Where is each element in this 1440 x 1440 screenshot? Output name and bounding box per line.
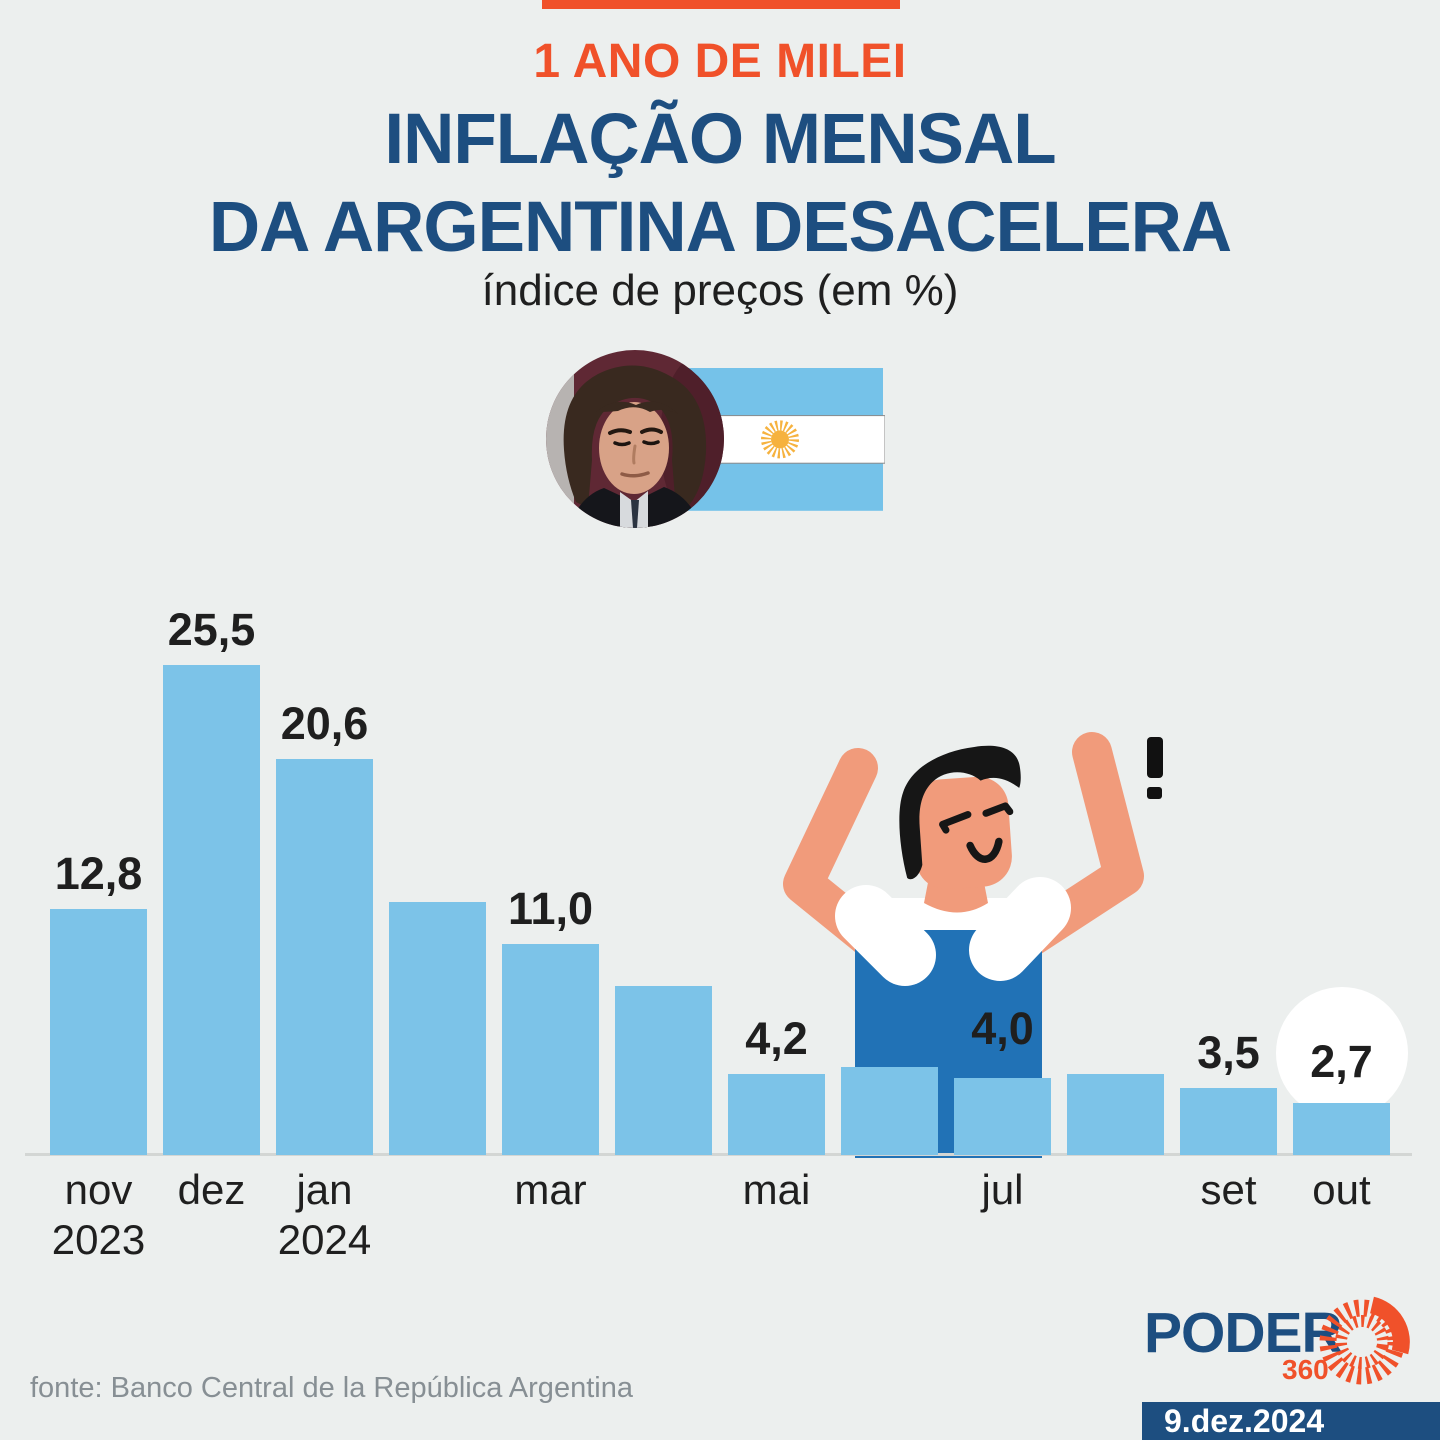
bar-jan bbox=[276, 759, 373, 1155]
bar-jul bbox=[954, 1078, 1051, 1155]
chart-subtitle: índice de preços (em %) bbox=[481, 266, 959, 315]
value-label-nov: 12,8 bbox=[54, 848, 143, 899]
month-label-nov: nov bbox=[64, 1166, 133, 1213]
exclamation-icon bbox=[1147, 737, 1163, 799]
hair bbox=[563, 365, 707, 510]
brand-360: 360 bbox=[1282, 1354, 1329, 1385]
month-label-jan: jan bbox=[296, 1166, 353, 1213]
date-text: 9.dez.2024 bbox=[1164, 1403, 1325, 1439]
bar-set bbox=[1180, 1088, 1277, 1155]
value-label-out: 2,7 bbox=[1310, 1036, 1373, 1087]
value-label-dez: 25,5 bbox=[167, 604, 256, 655]
bar-nov bbox=[50, 909, 147, 1155]
value-label-jan: 20,6 bbox=[280, 698, 369, 749]
milei-photo bbox=[546, 350, 724, 528]
month-label-set: set bbox=[1200, 1166, 1257, 1213]
year-label-2024: 2024 bbox=[277, 1216, 372, 1263]
kicker: 1 ANO DE MILEI bbox=[533, 35, 907, 88]
collar bbox=[868, 898, 1036, 930]
month-label-mar: mar bbox=[514, 1166, 587, 1213]
month-label-dez: dez bbox=[177, 1166, 246, 1213]
face bbox=[912, 776, 1012, 890]
month-label-jul: jul bbox=[981, 1166, 1024, 1213]
bar-dez bbox=[163, 665, 260, 1155]
top-accent-bar bbox=[542, 0, 900, 9]
left-eye bbox=[939, 811, 972, 834]
poder360-logo: PODER 360 bbox=[1140, 1296, 1440, 1400]
value-label-jul: 4,0 bbox=[971, 1003, 1034, 1054]
highlight-circle bbox=[1275, 987, 1408, 1119]
title-line2: DA ARGENTINA DESACELERA bbox=[208, 188, 1232, 267]
year-label-2023: 2023 bbox=[51, 1216, 146, 1263]
value-label-mai: 4,2 bbox=[745, 1013, 808, 1064]
bar-mai bbox=[728, 1074, 825, 1155]
x-axis-line bbox=[25, 1153, 1412, 1156]
hair bbox=[899, 745, 1021, 880]
value-label-set: 3,5 bbox=[1197, 1027, 1260, 1078]
bar-jun bbox=[841, 1067, 938, 1155]
bar-ago bbox=[1067, 1074, 1164, 1155]
right-eye bbox=[982, 802, 1014, 817]
smile bbox=[966, 837, 1003, 863]
bar-fev bbox=[389, 902, 486, 1155]
source-note: fonte: Banco Central de la República Arg… bbox=[30, 1372, 633, 1404]
month-label-mai: mai bbox=[742, 1166, 811, 1213]
bar-mar bbox=[502, 944, 599, 1155]
value-label-mar: 11,0 bbox=[507, 883, 594, 934]
page-title: INFLAÇÃO MENSAL DA ARGENTINA DESACELERA bbox=[0, 96, 1440, 272]
date-badge: 9.dez.2024 bbox=[1142, 1402, 1440, 1440]
bar-abr bbox=[615, 986, 712, 1155]
title-line1: INFLAÇÃO MENSAL bbox=[384, 100, 1056, 179]
brand-wordmark: PODER bbox=[1144, 1301, 1343, 1365]
bar-out bbox=[1293, 1103, 1390, 1155]
sunburst-icon bbox=[1319, 1296, 1410, 1385]
month-label-out: out bbox=[1312, 1166, 1371, 1213]
